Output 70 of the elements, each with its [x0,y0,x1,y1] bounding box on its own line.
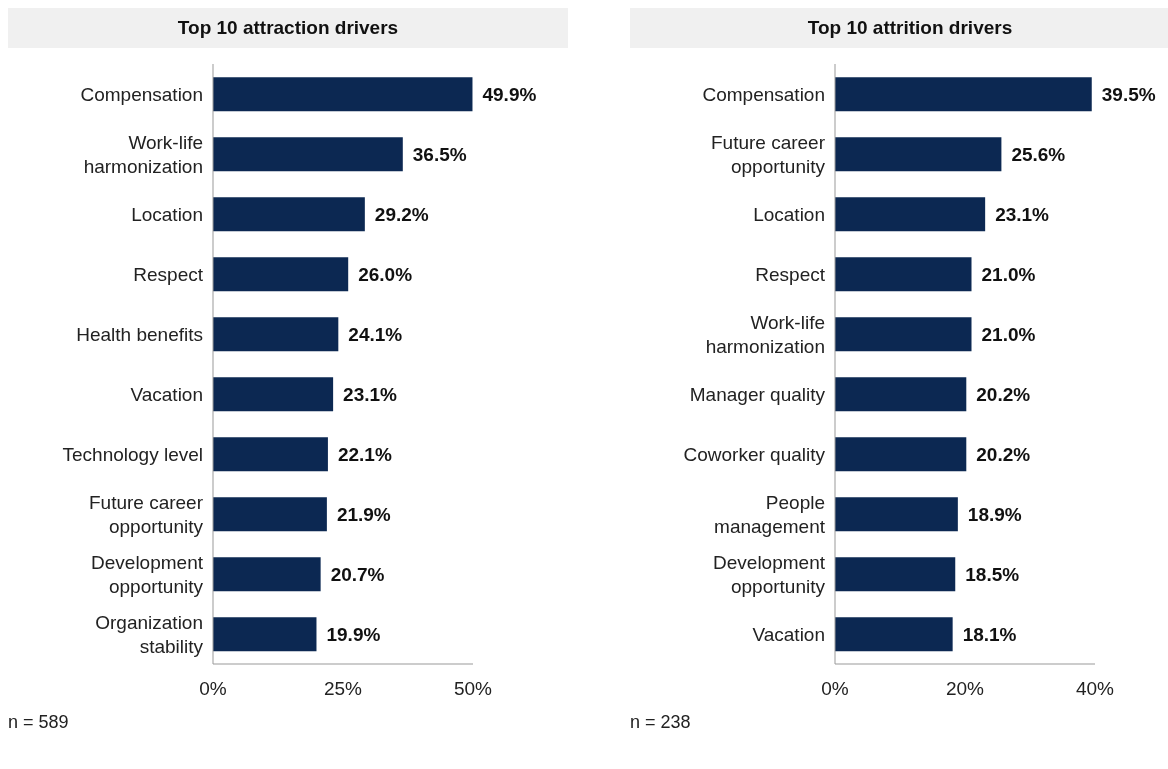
y-tick-label: Work-life harmonization [705,311,825,357]
y-tick-label: Development opportunity [713,551,826,597]
bar [213,557,321,592]
y-tick-label: Work-life harmonization [83,131,203,177]
y-tick-label: Health benefits [76,323,203,345]
chart-title: Top 10 attraction drivers [8,8,568,48]
data-label: 19.9% [326,623,381,645]
bar [835,497,958,532]
x-tick-label: 20% [945,678,985,700]
text: n = 589 [8,712,70,733]
data-label: 39.5% [1101,83,1156,105]
bar [835,137,1002,172]
data-label: 21.9% [336,503,391,525]
y-tick-label: Respect [755,263,826,285]
data-label: 18.5% [965,563,1020,585]
bar [835,77,1092,112]
y-tick-label: Development opportunity [91,551,204,597]
bar [213,77,473,112]
bar [835,197,986,232]
data-label: 18.1% [962,623,1017,645]
y-tick-label: Manager quality [689,383,826,405]
bar [213,137,403,172]
y-tick-label: Vacation [752,623,825,645]
bar [213,197,365,232]
y-tick-label: Future career opportunity [710,131,826,177]
y-tick-label: Respect [133,263,204,285]
data-label: 24.1% [348,323,403,345]
bar [835,557,956,592]
data-label: 20.7% [330,563,385,585]
y-tick-label: Location [753,203,825,225]
y-tick-label: Future career opportunity [88,491,204,537]
data-label: 25.6% [1011,143,1066,165]
data-label: 29.2% [374,203,429,225]
y-tick-label: People management [714,491,826,537]
data-label: 22.1% [337,443,392,465]
y-tick-label: Compensation [80,83,203,105]
bar [835,377,967,412]
y-tick-label: Technology level [62,443,203,465]
x-tick-label: 40% [1075,678,1115,700]
data-label: 20.2% [976,383,1031,405]
x-tick-label: 0% [199,678,227,700]
bar [835,317,972,352]
data-label: 49.9% [482,83,537,105]
bar [835,437,967,472]
text: n = 238 [630,712,692,733]
data-label: 21.0% [981,263,1036,285]
data-label: 23.1% [995,203,1050,225]
y-tick-label: Organization stability [95,611,204,657]
chart-title: Top 10 attrition drivers [630,8,1168,48]
data-label: 21.0% [981,323,1036,345]
data-label: 23.1% [343,383,398,405]
bar [213,377,334,412]
y-tick-label: Location [131,203,203,225]
x-tick-label: 25% [323,678,363,700]
y-tick-label: Compensation [702,83,825,105]
bar [213,497,327,532]
data-label: 18.9% [967,503,1022,525]
x-tick-label: 50% [453,678,493,700]
data-label: 26.0% [358,263,413,285]
y-tick-label: Coworker quality [683,443,826,465]
bar [213,317,339,352]
data-label: 20.2% [976,443,1031,465]
bar [213,617,317,652]
bar [835,617,953,652]
bar [835,257,972,292]
bar [213,437,328,472]
bar [213,257,349,292]
x-tick-label: 0% [821,678,849,700]
y-tick-label: Vacation [130,383,203,405]
data-label: 36.5% [412,143,467,165]
